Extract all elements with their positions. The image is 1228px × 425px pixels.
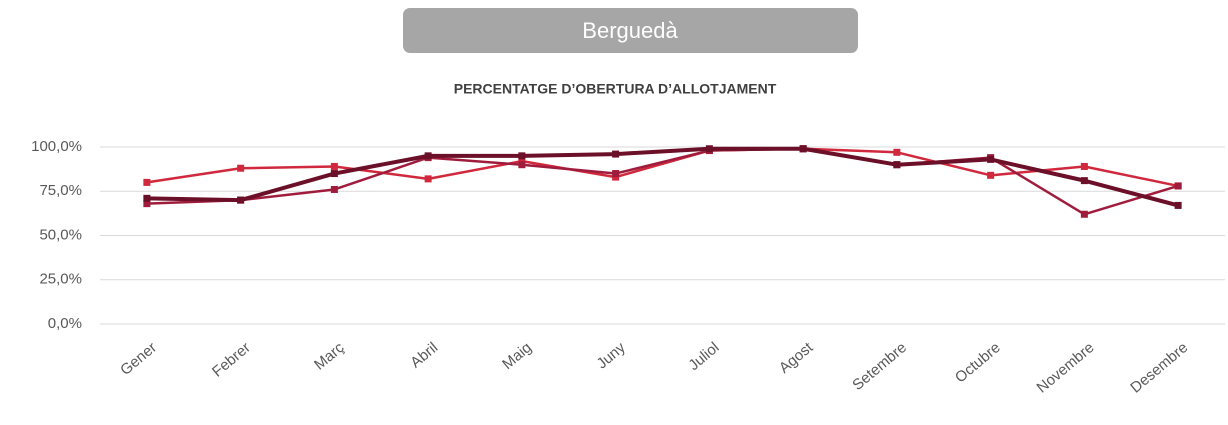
point-marker	[237, 196, 245, 204]
point-marker	[330, 170, 338, 178]
x-tick-label: Novembre	[1034, 339, 1098, 397]
point-marker	[518, 157, 526, 165]
point-marker	[330, 185, 338, 193]
series-line	[146, 146, 1179, 208]
point-marker	[143, 178, 151, 186]
point-marker	[518, 152, 526, 160]
point-marker	[612, 173, 620, 181]
y-tick-label: 25,0%	[39, 271, 82, 288]
point-marker	[143, 194, 151, 202]
x-tick-label: Març	[311, 339, 348, 374]
point-marker	[237, 164, 245, 172]
x-tick-label: Agost	[776, 339, 817, 377]
point-marker	[424, 175, 432, 183]
point-marker	[893, 161, 901, 169]
y-tick-label: 50,0%	[39, 226, 82, 243]
point-marker	[1174, 201, 1182, 209]
point-marker	[1080, 177, 1088, 185]
point-marker	[987, 155, 995, 163]
chart-title: PERCENTATGE D’OBERTURA D’ALLOTJAMENT	[454, 81, 777, 97]
y-tick-label: 75,0%	[39, 182, 82, 199]
x-tick-label: Juny	[594, 339, 630, 373]
point-marker	[799, 145, 807, 153]
point-marker	[987, 171, 995, 179]
point-marker	[893, 148, 901, 156]
point-marker	[424, 152, 432, 160]
series-line	[146, 147, 1179, 188]
x-tick-label: Setembre	[849, 339, 910, 394]
point-marker	[330, 162, 338, 170]
point-marker	[1080, 210, 1088, 218]
x-tick-label: Desembre	[1127, 339, 1191, 397]
header: Berguedà	[582, 18, 678, 43]
point-marker	[612, 170, 620, 178]
header-box	[403, 8, 858, 53]
y-tick-label: 0,0%	[48, 315, 82, 332]
y-tick-label: 100,0%	[31, 138, 82, 155]
x-tick-label: Abril	[407, 339, 441, 371]
point-marker	[518, 161, 526, 169]
point-marker	[705, 145, 713, 153]
x-tick-label: Maig	[499, 339, 535, 373]
x-tick-label: Juliol	[685, 339, 722, 374]
point-marker	[143, 200, 151, 208]
point-marker	[1174, 182, 1182, 190]
series-line	[146, 147, 1179, 216]
point-marker	[1080, 162, 1088, 170]
point-marker	[612, 150, 620, 158]
x-tick-label: Gener	[117, 339, 160, 379]
x-tick-label: Octubre	[952, 339, 1004, 386]
x-tick-label: Febrer	[209, 339, 254, 380]
